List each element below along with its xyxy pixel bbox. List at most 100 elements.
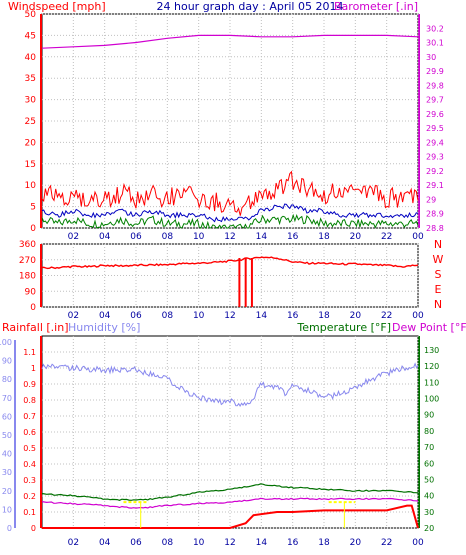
wind-x-tick-14: 14 [256, 232, 268, 242]
wind-x-tick-20: 20 [350, 232, 362, 242]
wind-blue-line [41, 203, 419, 223]
dir-x-tick-08: 08 [162, 311, 174, 321]
hum-y-tick-60: 60 [2, 412, 12, 421]
baro-y-tick-29.4: 29.4 [426, 138, 444, 147]
baro-y-tick-30.2: 30.2 [426, 24, 444, 33]
baro-y-tick-29.6: 29.6 [426, 110, 444, 119]
dir-x-tick-00: 00 [412, 311, 424, 321]
dir-y-tick-180: 180 [19, 272, 36, 282]
wind-x-tick-12: 12 [224, 232, 235, 242]
dir-x-tick-22: 22 [381, 311, 392, 321]
dir-x-tick-16: 16 [287, 311, 299, 321]
wind-y-tick-20: 20 [25, 138, 37, 148]
climate-x-tick-20: 20 [350, 538, 362, 548]
hum-y-tick-90: 90 [2, 357, 12, 366]
wind-green-line [41, 213, 419, 229]
baro-y-tick-28.8: 28.8 [426, 224, 444, 233]
hum-y-tick-10: 10 [2, 505, 12, 514]
baro-y-tick-29.5: 29.5 [426, 124, 444, 133]
climate-x-tick-04: 04 [99, 538, 111, 548]
wind-x-tick-22: 22 [381, 232, 392, 242]
rain-y-tick-0.1: 0.1 [23, 508, 36, 517]
compass-label-4: N [434, 298, 442, 311]
temperature-label: Temperature [°F] [296, 321, 391, 334]
wind-x-tick-16: 16 [287, 232, 299, 242]
humidity-label: Humidity [%] [68, 321, 140, 334]
climate-x-tick-16: 16 [287, 538, 299, 548]
compass-label-2: S [435, 268, 442, 281]
rainfall-line [42, 504, 419, 529]
baro-y-tick-30.1: 30.1 [426, 39, 444, 48]
rain-y-tick-0.2: 0.2 [23, 492, 36, 501]
wind-red-line [41, 170, 419, 216]
wind-y-tick-50: 50 [25, 10, 37, 20]
baro-y-tick-30: 30 [426, 53, 436, 62]
baro-y-tick-29.9: 29.9 [426, 67, 444, 76]
dir-x-tick-20: 20 [350, 311, 362, 321]
dewpoint-label: Dew Point [°F] [392, 321, 466, 334]
climate-x-tick-02: 02 [68, 538, 79, 548]
wind-y-tick-30: 30 [25, 96, 37, 106]
rain-y-tick-0.7: 0.7 [23, 412, 36, 421]
wind-y-tick-15: 15 [25, 160, 36, 170]
wind-y-tick-5: 5 [30, 203, 36, 213]
climate-x-tick-00: 00 [412, 538, 424, 548]
rain-y-tick-0.9: 0.9 [23, 380, 36, 389]
hum-y-tick-30: 30 [2, 468, 12, 477]
wind-x-tick-06: 06 [130, 232, 142, 242]
temp-y-tick-40: 40 [424, 492, 434, 501]
wind-y-tick-10: 10 [25, 181, 37, 191]
hum-y-tick-20: 20 [2, 487, 12, 496]
wind-y-tick-35: 35 [25, 74, 36, 84]
direction-red-line [41, 256, 419, 270]
climate-x-tick-12: 12 [224, 538, 235, 548]
windspeed-label: Windspeed [mph] [8, 0, 106, 13]
rain-y-tick-0.5: 0.5 [23, 444, 36, 453]
baro-y-tick-29.3: 29.3 [426, 153, 444, 162]
climate-x-tick-22: 22 [381, 538, 392, 548]
baro-y-tick-29: 29 [426, 195, 436, 204]
rain-y-tick-0.3: 0.3 [23, 476, 36, 485]
baro-y-tick-28.9: 28.9 [426, 210, 444, 219]
temp-y-tick-20: 20 [424, 524, 434, 533]
page-title: 24 hour graph day : April 05 2014 [157, 0, 344, 13]
dir-y-tick-90: 90 [25, 287, 37, 297]
climate-x-tick-08: 08 [162, 538, 174, 548]
barometer-line [41, 34, 419, 49]
dir-y-tick-270: 270 [19, 256, 36, 266]
hum-y-tick-0: 0 [7, 524, 12, 533]
wind-x-tick-02: 02 [68, 232, 79, 242]
dir-x-tick-18: 18 [318, 311, 330, 321]
wind-y-tick-45: 45 [25, 31, 36, 41]
rain-y-tick-1: 1 [31, 364, 36, 373]
baro-y-tick-29.1: 29.1 [426, 181, 444, 190]
dir-x-tick-14: 14 [256, 311, 268, 321]
climate-x-tick-06: 06 [130, 538, 142, 548]
wind-y-tick-0: 0 [30, 224, 36, 234]
hum-y-tick-40: 40 [2, 450, 12, 459]
direction-plot-frame [41, 243, 419, 308]
temp-y-tick-80: 80 [424, 427, 434, 436]
wind-x-tick-04: 04 [99, 232, 111, 242]
wind-y-tick-40: 40 [25, 53, 37, 63]
climate-x-tick-14: 14 [256, 538, 268, 548]
temp-y-tick-60: 60 [424, 459, 434, 468]
temp-y-tick-90: 90 [424, 411, 434, 420]
temperature-line [41, 483, 419, 501]
baro-y-tick-29.8: 29.8 [426, 81, 444, 90]
climate-x-tick-10: 10 [193, 538, 205, 548]
compass-label-1: W [433, 253, 444, 266]
dir-y-tick-0: 0 [30, 303, 36, 313]
compass-label-0: N [434, 238, 442, 251]
hum-y-tick-50: 50 [2, 431, 12, 440]
wind-x-tick-08: 08 [162, 232, 174, 242]
dir-x-tick-06: 06 [130, 311, 142, 321]
dir-y-tick-360: 360 [19, 240, 36, 250]
temp-y-tick-100: 100 [424, 395, 439, 404]
rain-y-tick-0.4: 0.4 [23, 460, 36, 469]
dir-x-tick-02: 02 [68, 311, 79, 321]
compass-label-3: E [435, 283, 442, 296]
rainfall-label: Rainfall [.in] [2, 321, 69, 334]
humidity-line [41, 362, 419, 407]
